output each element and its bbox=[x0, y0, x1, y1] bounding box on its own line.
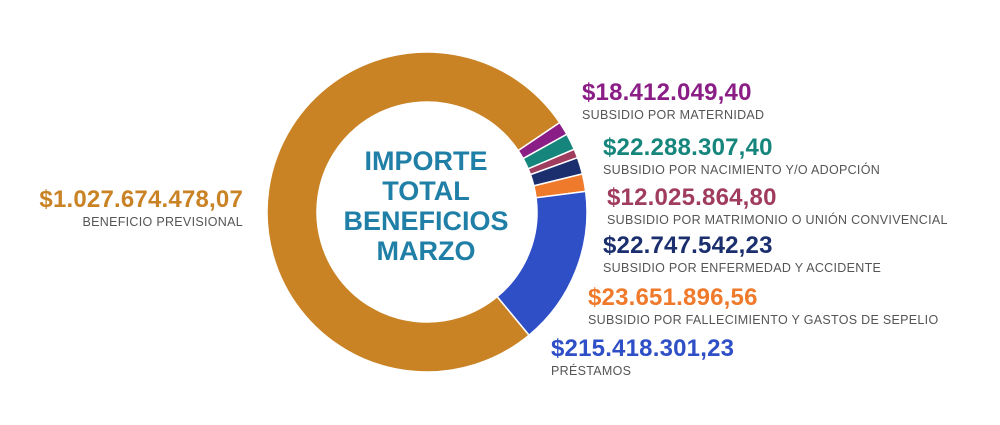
donut-slice-7 bbox=[266, 51, 561, 373]
chart-title-line-3: BENEFICIOS bbox=[343, 206, 509, 236]
label-nacimiento: $22.288.307,40 SUBSIDIO POR NACIMIENTO Y… bbox=[603, 134, 880, 178]
value-label: $1.027.674.478,07 bbox=[39, 186, 243, 213]
chart-title-line-1: IMPORTE bbox=[364, 146, 488, 176]
chart-title-line-2: TOTAL bbox=[382, 176, 470, 206]
label-maternidad: $18.412.049,40 SUBSIDIO POR MATERNIDAD bbox=[582, 79, 764, 123]
category-label: SUBSIDIO POR MATERNIDAD bbox=[582, 108, 765, 122]
label-prestamos: $215.418.301,23 PRÉSTAMOS bbox=[551, 335, 734, 379]
label-beneficio-previsional: $1.027.674.478,07 BENEFICIO PREVISIONAL bbox=[39, 186, 243, 230]
value-label: $12.025.864,80 bbox=[607, 184, 777, 211]
category-label: SUBSIDIO POR FALLECIMIENTO Y GASTOS DE S… bbox=[588, 313, 939, 327]
label-fallecimiento: $23.651.896,56 SUBSIDIO POR FALLECIMIENT… bbox=[588, 284, 938, 328]
value-label: $18.412.049,40 bbox=[582, 79, 752, 106]
value-label: $215.418.301,23 bbox=[551, 335, 735, 362]
category-label: SUBSIDIO POR ENFERMEDAD Y ACCIDENTE bbox=[603, 261, 882, 275]
category-label: SUBSIDIO POR NACIMIENTO Y/O ADOPCIÓN bbox=[603, 163, 881, 177]
label-enfermedad: $22.747.542,23 SUBSIDIO POR ENFERMEDAD Y… bbox=[603, 232, 881, 276]
chart-title-line-4: MARZO bbox=[376, 236, 476, 266]
label-matrimonio: $12.025.864,80 SUBSIDIO POR MATRIMONIO O… bbox=[607, 184, 948, 228]
value-label: $23.651.896,56 bbox=[588, 284, 758, 311]
category-label: BENEFICIO PREVISIONAL bbox=[82, 215, 243, 229]
category-label: PRÉSTAMOS bbox=[551, 364, 632, 378]
chart-title: IMPORTE TOTAL BENEFICIOS MARZO bbox=[336, 146, 516, 266]
category-label: SUBSIDIO POR MATRIMONIO O UNIÓN CONVIVEN… bbox=[607, 213, 948, 227]
value-label: $22.288.307,40 bbox=[603, 134, 773, 161]
value-label: $22.747.542,23 bbox=[603, 232, 773, 259]
